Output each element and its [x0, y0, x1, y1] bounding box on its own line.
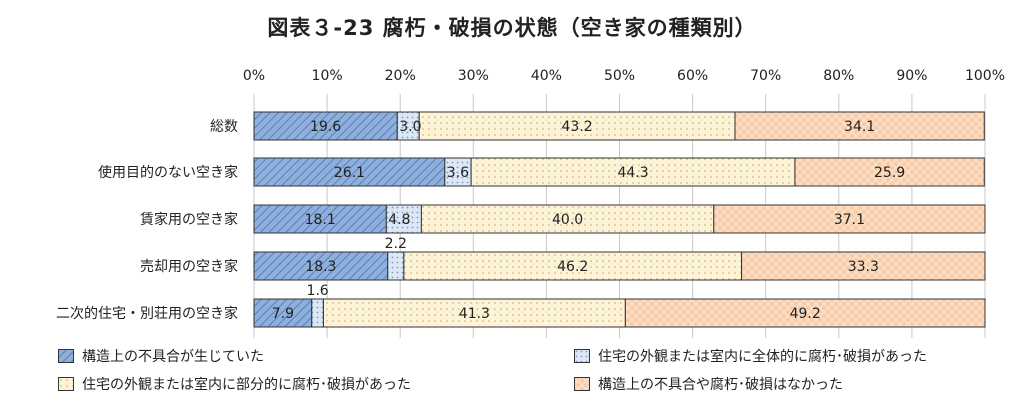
- category-label: 使用目的のない空き家: [98, 164, 238, 181]
- bar-segment: [420, 204, 715, 234]
- data-label: 33.3: [848, 259, 879, 275]
- data-label: 18.1: [305, 212, 336, 228]
- category-label: 賃家用の空き家: [140, 211, 238, 228]
- legend-item-no-damage: 構造上の不具合や腐朽･破損はなかった: [574, 374, 843, 394]
- bar-segment: [624, 298, 986, 328]
- x-tick-label: 90%: [896, 68, 927, 84]
- legend-swatch-dots-blue: [574, 349, 590, 363]
- x-tick-label: 50%: [604, 68, 635, 84]
- legend-label: 構造上の不具合が生じていた: [82, 349, 264, 365]
- legend-item-overall-damage: 住宅の外観または室内に全体的に腐朽･破損があった: [574, 346, 927, 366]
- legend-swatch-lattice: [574, 377, 590, 391]
- data-label: 3.0: [399, 119, 421, 135]
- legend-swatch-dots-cream: [58, 377, 74, 391]
- x-tick-label: 60%: [677, 68, 708, 84]
- data-label: 46.2: [557, 259, 588, 275]
- data-label: 40.0: [552, 212, 583, 228]
- bar-segment: [403, 251, 743, 281]
- bar-segment: [470, 157, 796, 187]
- legend-item-structural: 構造上の不具合が生じていた: [58, 346, 264, 366]
- legend-label: 構造上の不具合や腐朽･破損はなかった: [598, 377, 843, 393]
- bar-segment: [741, 251, 986, 281]
- data-label: 44.3: [617, 165, 648, 181]
- data-label: 4.8: [388, 212, 410, 228]
- data-label: 2.2: [385, 236, 407, 252]
- category-label: 売却用の空き家: [140, 258, 238, 275]
- data-label: 1.6: [306, 283, 328, 299]
- bar-segment: [713, 204, 986, 234]
- legend-label: 住宅の外観または室内に部分的に腐朽･破損があった: [82, 377, 411, 393]
- data-label: 18.3: [305, 259, 336, 275]
- x-tick-label: 30%: [458, 68, 489, 84]
- bar-segment: [253, 204, 387, 234]
- legend-item-partial-damage: 住宅の外観または室内に部分的に腐朽･破損があった: [58, 374, 411, 394]
- x-tick-label: 70%: [750, 68, 781, 84]
- category-label: 二次的住宅・別荘用の空き家: [56, 305, 238, 322]
- legend-swatch-diagonal: [58, 349, 74, 363]
- data-label: 7.9: [272, 306, 294, 322]
- bar-segment: [734, 111, 985, 141]
- chart-title: 図表３-23 腐朽・破損の状態（空き家の種類別）: [267, 16, 757, 40]
- data-label: 34.1: [844, 119, 875, 135]
- data-label: 19.6: [310, 119, 341, 135]
- data-label: 37.1: [834, 212, 865, 228]
- data-label: 3.6: [447, 165, 469, 181]
- x-tick-label: 40%: [531, 68, 562, 84]
- category-label: 総数: [210, 119, 238, 135]
- bar-segment: [311, 298, 324, 328]
- bar-segment: [794, 157, 985, 187]
- data-label: 43.2: [562, 119, 593, 135]
- bar-segment: [418, 111, 736, 141]
- x-tick-label: 80%: [823, 68, 854, 84]
- data-label: 41.3: [459, 306, 490, 322]
- legend-label: 住宅の外観または室内に全体的に腐朽･破損があった: [598, 349, 927, 365]
- bar-segment: [253, 111, 398, 141]
- data-label: 25.9: [874, 165, 905, 181]
- bar-segment: [253, 298, 313, 328]
- x-tick-label: 20%: [385, 68, 416, 84]
- x-tick-label: 10%: [312, 68, 343, 84]
- bar-segment: [387, 251, 405, 281]
- bar-segment: [253, 157, 446, 187]
- data-label: 49.2: [790, 306, 821, 322]
- x-tick-label: 100%: [965, 68, 1005, 84]
- x-tick-label: 0%: [243, 68, 265, 84]
- bar-segment: [253, 251, 389, 281]
- data-label: 26.1: [334, 165, 365, 181]
- bar-segment: [385, 204, 422, 234]
